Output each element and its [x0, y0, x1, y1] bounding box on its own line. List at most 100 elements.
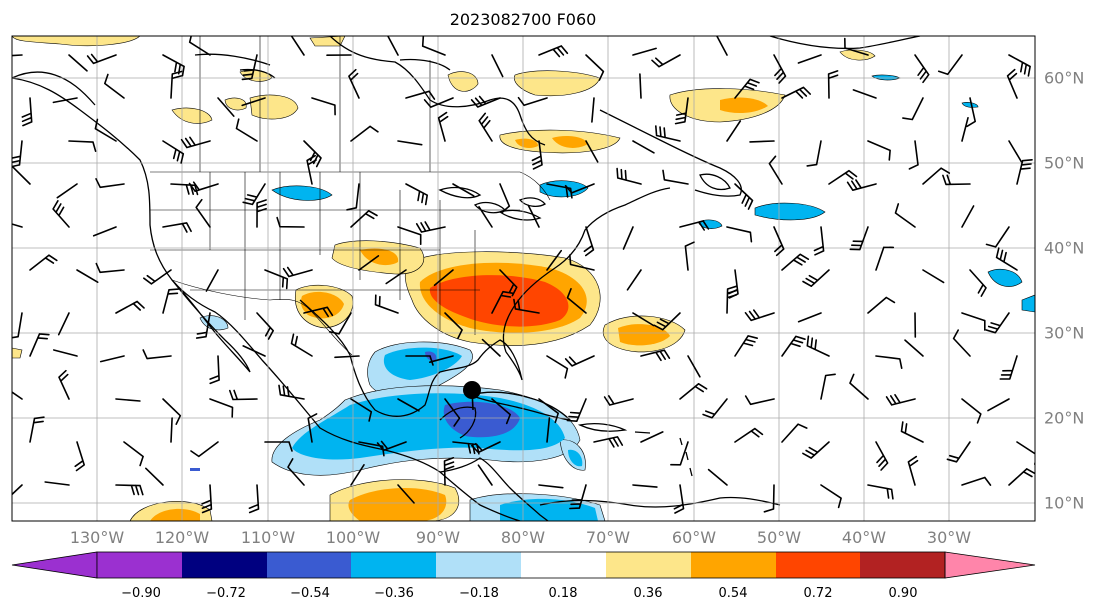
wind-barb [867, 296, 896, 314]
wind-barb [961, 205, 975, 228]
field-shading [12, 36, 1035, 521]
wind-barb [478, 112, 493, 142]
wind-barb [256, 199, 267, 228]
wind-barb [235, 118, 258, 142]
wind-barb [499, 269, 518, 297]
wind-barb [585, 54, 605, 81]
wind-barb [908, 140, 919, 170]
lon-label: 40°W [841, 528, 887, 547]
wind-barb [942, 174, 971, 186]
wind-barb [290, 333, 313, 357]
colorbar-extend-low [11, 551, 98, 579]
wind-barb [282, 266, 313, 278]
wind-barb [1008, 468, 1035, 486]
wind-barb [452, 441, 480, 455]
wind-barb [334, 355, 360, 359]
wind-barb [585, 140, 599, 163]
wind-barb [217, 97, 235, 117]
wind-barb [76, 269, 99, 283]
wind-barb [813, 226, 825, 256]
wind-barb [444, 398, 461, 427]
lat-label: 20°N [1044, 408, 1085, 428]
wind-barb [734, 183, 754, 210]
wind-barb [999, 355, 1018, 380]
wind-barb [662, 169, 689, 185]
wind-barb [616, 167, 642, 185]
wind-barb [768, 155, 783, 185]
wind-barb [397, 484, 415, 504]
wind-barb [477, 464, 493, 486]
wind-barb [687, 355, 701, 378]
wind-barb [517, 96, 548, 107]
colorbar-extend-high [944, 551, 1036, 579]
wind-barb [583, 226, 595, 257]
wind-barb [429, 355, 454, 363]
wind-barb [415, 221, 446, 233]
map-title: 2023082700 F060 [449, 10, 597, 29]
wind-barb [632, 47, 657, 56]
wind-barb [726, 226, 753, 243]
wind-barb [499, 183, 511, 214]
wind-barb [52, 200, 70, 228]
colorbar-swatch [182, 552, 267, 578]
wind-barb [303, 306, 334, 318]
wind-barb [68, 54, 88, 72]
wind-barb [386, 36, 399, 56]
wind-barb [241, 54, 258, 81]
wind-barb [670, 441, 689, 466]
wind-barb [242, 183, 266, 206]
wind-barb [1006, 68, 1018, 99]
wind-barb [1016, 159, 1033, 185]
colorbar-tick: −0.18 [459, 586, 499, 601]
wind-barb [849, 373, 869, 400]
wind-barb [21, 97, 33, 127]
wind-barb [350, 210, 378, 228]
wind-barb [205, 269, 219, 292]
wind-barb [651, 54, 681, 68]
wind-barb [86, 53, 117, 65]
colorbar-tick: 0.36 [633, 586, 663, 601]
wind-barb [188, 36, 211, 56]
wind-barb [444, 312, 463, 340]
wind-barb [1008, 54, 1031, 77]
lat-label: 30°N [1044, 323, 1085, 343]
wind-barb [797, 312, 822, 323]
wind-barb [397, 140, 423, 146]
wind-barb [278, 384, 305, 400]
wind-barb [350, 398, 373, 422]
wind-barb [802, 269, 830, 287]
wind-barb [961, 476, 992, 486]
wind-barb [591, 97, 595, 123]
wind-barb [311, 97, 336, 116]
wind-barb [773, 54, 787, 84]
wind-barb [1008, 140, 1023, 163]
wind-barb [820, 373, 836, 400]
wind-barb [846, 179, 877, 191]
wind-barb [348, 68, 360, 99]
wind-barb [569, 254, 595, 271]
wind-barb [256, 312, 274, 340]
wind-barb [827, 70, 839, 99]
wind-barb [397, 398, 420, 412]
wind-barb [170, 417, 173, 443]
wind-barb [115, 300, 145, 314]
colorbar-swatch [776, 552, 860, 578]
wind-barb [946, 441, 971, 463]
wind-barb [195, 198, 211, 228]
wind-barb [632, 140, 655, 154]
wind-barb [538, 45, 569, 58]
colorbar-swatch [860, 552, 945, 578]
wind-barb [188, 181, 219, 192]
lat-label: 50°N [1044, 153, 1085, 173]
wind-barb [632, 312, 655, 327]
wind-barb [995, 247, 1018, 271]
wind-barb [452, 183, 475, 197]
wind-barb [781, 423, 808, 443]
colorbar-swatch [521, 552, 606, 578]
wind-barb [405, 183, 428, 206]
wind-barb [115, 484, 144, 496]
wind-barb [264, 441, 293, 452]
wind-barb [781, 253, 810, 271]
wind-barb [961, 312, 986, 331]
wind-barb [12, 223, 23, 228]
